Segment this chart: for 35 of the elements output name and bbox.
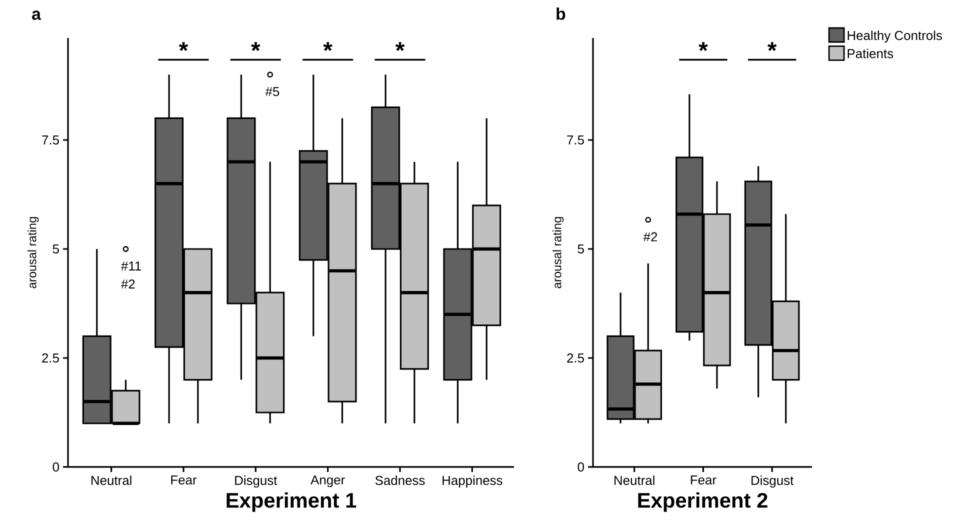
y-tick-label: 7.5 — [567, 135, 584, 145]
annotation: #11 — [121, 262, 141, 270]
legend-label: Healthy Controls — [848, 30, 942, 43]
x-tick-label: Anger — [310, 476, 345, 488]
x-tick-label: Fear — [690, 476, 716, 485]
x-tick-label: Happiness — [442, 476, 502, 488]
y-axis-title: arousal rating — [28, 217, 39, 288]
y-tick-label: 7.5 — [42, 135, 59, 145]
annotation: * — [251, 42, 260, 52]
annotation: * — [323, 42, 332, 52]
x-axis-title: Experiment 2 — [638, 492, 768, 512]
annotation: #2 — [121, 279, 135, 289]
annotation: #2 — [643, 232, 658, 242]
chart-title: b — [556, 7, 566, 20]
x-tick-label: Sadness — [375, 476, 425, 486]
annotation: #5 — [265, 87, 280, 96]
y-axis-title: arousal rating — [552, 217, 564, 288]
x-tick-label: Fear — [171, 476, 197, 485]
x-tick-label: Disgust — [235, 476, 278, 488]
annotation: * — [767, 42, 777, 52]
annotation: * — [178, 42, 188, 52]
annotation: * — [395, 42, 405, 52]
chart-title: a — [32, 10, 42, 20]
x-tick-label: Neutral — [92, 476, 132, 486]
y-tick-label: 0 — [578, 462, 584, 472]
legend-label: Patients — [848, 48, 894, 58]
x-axis-title: Experiment 1 — [226, 492, 356, 512]
y-tick-label: 2.5 — [567, 353, 584, 363]
annotation: * — [698, 42, 708, 52]
x-tick-label: Disgust — [752, 476, 794, 488]
y-tick-label: 5 — [578, 244, 584, 254]
y-tick-label: 5 — [52, 244, 59, 254]
x-tick-label: Neutral — [614, 476, 654, 486]
y-tick-label: 0 — [52, 462, 59, 472]
y-tick-label: 2.5 — [42, 353, 59, 363]
